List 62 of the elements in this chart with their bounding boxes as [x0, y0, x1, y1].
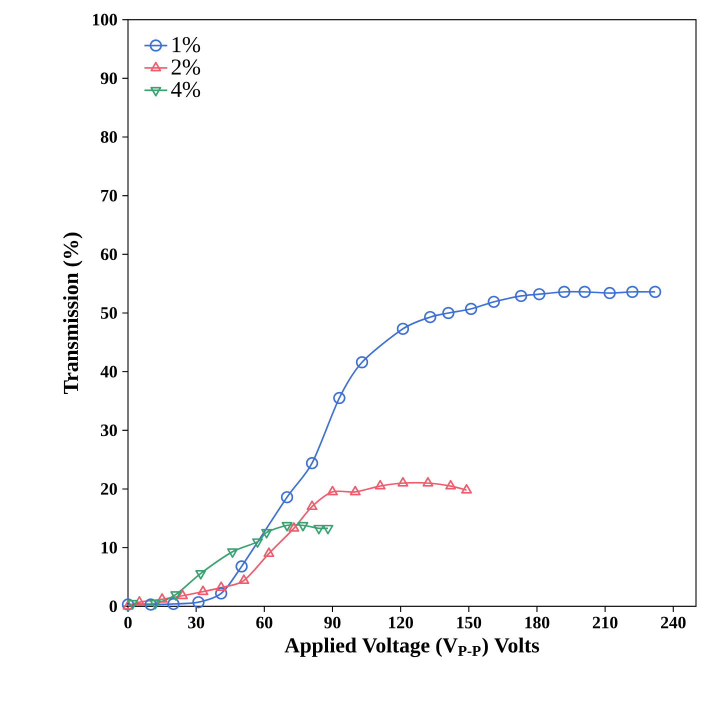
point [350, 486, 361, 496]
x-tick-label: 120 [389, 616, 413, 628]
point [648, 286, 662, 298]
point [461, 484, 472, 494]
y-tick-label: 100 [92, 14, 117, 26]
point [216, 581, 227, 592]
y-tick-label: 40 [100, 366, 117, 378]
x-axis-title: Applied Voltage (V$_{P-P}$) Volts [284, 638, 540, 658]
x-tick-label: 0 [124, 616, 132, 628]
y-tick-label: 0 [110, 600, 117, 612]
y-tick-label: 80 [100, 131, 117, 143]
y-tick-label: 50 [100, 307, 117, 319]
y-tick-label: 90 [100, 72, 117, 84]
point [374, 480, 386, 490]
point [288, 522, 300, 532]
y-axis-title: Transmission (%) [63, 232, 82, 394]
y-tick-label: 20 [101, 483, 117, 495]
point [327, 486, 338, 496]
point [604, 286, 616, 300]
point [397, 476, 408, 487]
y-tick-label: 10 [102, 542, 117, 554]
point [167, 598, 180, 610]
point [156, 593, 168, 603]
point [280, 491, 294, 504]
point [198, 586, 208, 596]
point [533, 288, 546, 300]
point [422, 476, 434, 487]
point [144, 598, 157, 611]
point [238, 574, 250, 584]
x-tick-label: 60 [256, 616, 272, 628]
x-tick-label: 90 [324, 616, 340, 628]
point [263, 547, 274, 557]
point [424, 310, 436, 324]
y-tick-label: 70 [101, 190, 117, 202]
point [558, 286, 570, 298]
legend-label: 4% [171, 82, 200, 98]
point [464, 302, 478, 316]
x-tick-label: 30 [188, 616, 204, 628]
y-tick-label: 60 [100, 248, 117, 260]
point [306, 457, 318, 470]
point [626, 286, 639, 298]
x-tick-label: 180 [525, 616, 550, 628]
point [333, 392, 346, 404]
point [192, 596, 205, 608]
point [215, 587, 228, 600]
x-tick-label: 240 [661, 616, 686, 628]
x-tick-label: 210 [592, 616, 618, 628]
point [396, 322, 410, 335]
point [356, 356, 368, 368]
x-tick-label: 150 [457, 616, 482, 628]
point [445, 480, 456, 490]
point [514, 290, 528, 302]
point [488, 296, 500, 308]
point [134, 596, 145, 606]
y-tick-label: 30 [100, 424, 117, 436]
legend-label: 1% [172, 36, 200, 52]
point [306, 500, 318, 510]
point [578, 286, 591, 298]
legend-label: 2% [172, 59, 200, 75]
point [442, 306, 454, 320]
point [235, 560, 248, 573]
point [177, 590, 188, 600]
